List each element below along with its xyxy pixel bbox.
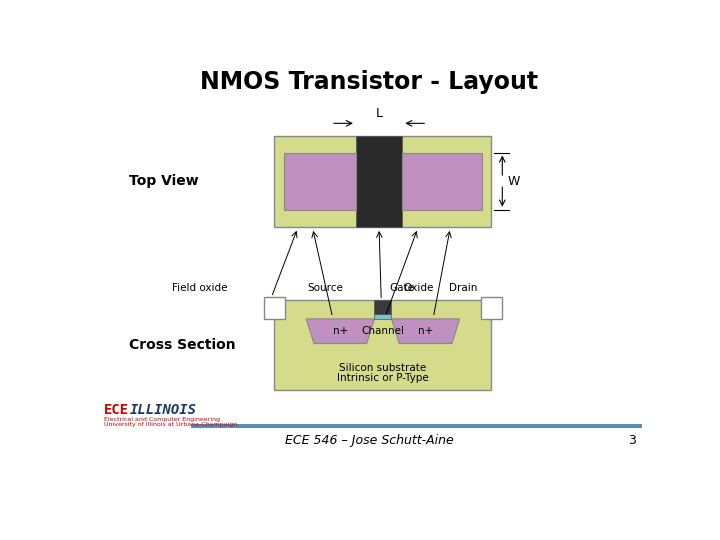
Text: NMOS Transistor - Layout: NMOS Transistor - Layout bbox=[200, 70, 538, 94]
Text: L: L bbox=[376, 107, 382, 120]
Text: ECE 546 – Jose Schutt-Aine: ECE 546 – Jose Schutt-Aine bbox=[284, 434, 454, 447]
Bar bbox=[374, 314, 392, 319]
Text: ILLINOIS: ILLINOIS bbox=[130, 403, 197, 417]
Text: n+: n+ bbox=[418, 326, 433, 336]
Bar bbox=[274, 136, 492, 226]
Text: Top View: Top View bbox=[129, 174, 199, 188]
Bar bbox=[191, 424, 642, 428]
Text: 3: 3 bbox=[629, 434, 636, 447]
Bar bbox=[264, 298, 285, 319]
Text: Electrical and Computer Engineering: Electrical and Computer Engineering bbox=[104, 416, 220, 422]
Text: Channel: Channel bbox=[361, 326, 405, 336]
Text: Source: Source bbox=[307, 284, 343, 294]
Text: University of Illinois at Urbana-Champaign: University of Illinois at Urbana-Champai… bbox=[104, 422, 237, 427]
Text: Drain: Drain bbox=[449, 284, 477, 294]
Text: Gate: Gate bbox=[389, 284, 414, 294]
Text: Cross Section: Cross Section bbox=[129, 338, 235, 352]
Bar bbox=[374, 300, 392, 314]
Text: n+: n+ bbox=[333, 326, 348, 336]
Text: Oxide: Oxide bbox=[403, 284, 433, 294]
Bar bbox=[356, 136, 402, 226]
Text: Field oxide: Field oxide bbox=[173, 284, 228, 294]
Text: Intrinsic or P-Type: Intrinsic or P-Type bbox=[337, 373, 429, 383]
Text: Silicon substrate: Silicon substrate bbox=[339, 363, 426, 373]
Polygon shape bbox=[306, 319, 374, 343]
Bar bbox=[481, 298, 503, 319]
Bar bbox=[402, 153, 482, 210]
Bar bbox=[284, 153, 356, 210]
Bar bbox=[274, 300, 492, 390]
Text: W: W bbox=[508, 174, 520, 187]
Polygon shape bbox=[392, 319, 459, 343]
Text: ECE: ECE bbox=[104, 403, 129, 417]
